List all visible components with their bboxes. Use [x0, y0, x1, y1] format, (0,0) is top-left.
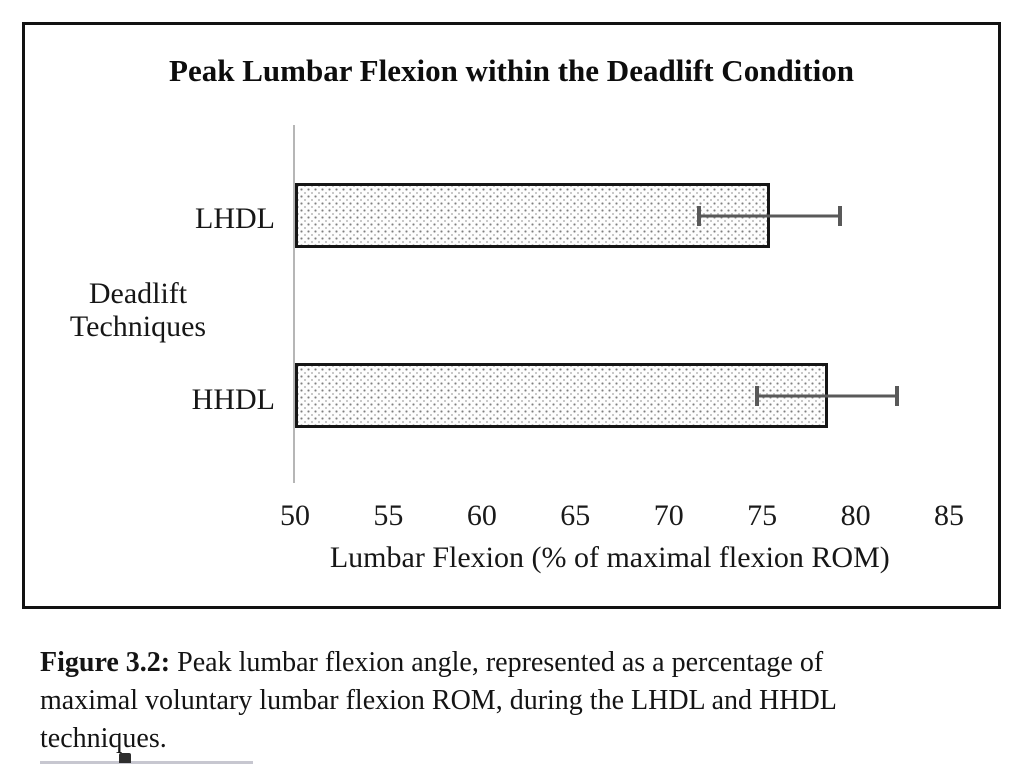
caption-figure-label: Figure 3.2: [40, 647, 171, 678]
error-bar-line [696, 214, 843, 217]
x-tick-label-75: 75 [747, 499, 778, 532]
chart-frame: Peak Lumbar Flexion within the Deadlift … [22, 22, 1001, 609]
chart-title: Peak Lumbar Flexion within the Deadlift … [169, 53, 854, 88]
page-cutoff-line [40, 761, 253, 764]
error-bar-cap-left [754, 385, 759, 406]
error-bar-line [754, 394, 899, 397]
error-bar-lhdl [696, 205, 843, 226]
figure-caption: Figure 3.2: Peak lumbar flexion angle, r… [40, 644, 940, 758]
x-tick-label-80: 80 [840, 499, 871, 532]
x-tick-label-50: 50 [280, 499, 310, 532]
category-label-hhdl: HHDL [191, 383, 275, 416]
caption-text: Peak lumbar flexion angle, represented a… [177, 647, 824, 678]
category-label-lhdl: LHDL [195, 202, 275, 235]
x-tick-label-55: 55 [373, 499, 404, 532]
error-bar-cap-right [838, 205, 843, 226]
bar-hhdl [295, 363, 828, 428]
x-tick-label-85: 85 [934, 499, 964, 532]
caption-line: maximal voluntary lumbar flexion ROM, du… [40, 685, 837, 716]
x-axis-title: Lumbar Flexion (% of maximal flexion ROM… [329, 541, 890, 574]
error-bar-cap-left [696, 205, 701, 226]
error-bar-cap-right [894, 385, 899, 406]
x-tick-label-70: 70 [653, 499, 684, 532]
error-bar-hhdl [754, 385, 899, 406]
bar-lhdl [295, 183, 770, 248]
y-axis-title-line2: Techniques [69, 310, 207, 343]
page-cutoff-text-fragment [119, 753, 131, 763]
y-axis-title-line1: Deadlift [88, 277, 188, 310]
caption-line: Figure 3.2: Peak lumbar flexion angle, r… [40, 644, 940, 682]
x-axis-ticks: 50 55 60 65 70 75 80 85 [280, 499, 964, 535]
x-tick-label-60: 60 [466, 499, 497, 532]
x-tick-label-65: 65 [560, 499, 591, 532]
plot-area: 50 55 60 65 70 75 80 85 Lumbar Flexion (% of ma… [280, 125, 964, 574]
caption-line: techniques. [40, 723, 167, 754]
y-axis-title: Deadlift Techniques [43, 277, 233, 343]
